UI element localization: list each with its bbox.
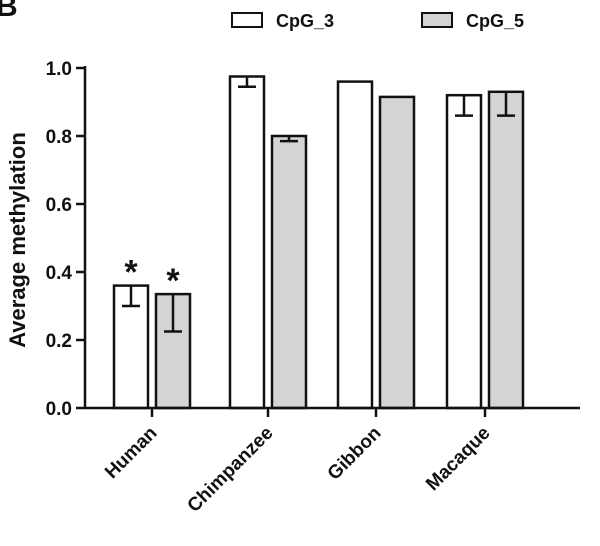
panel-label: B <box>0 0 18 23</box>
bar-cpg-5-chimpanzee <box>270 134 308 410</box>
y-axis-label: Average methylation <box>5 132 30 348</box>
significance-marker: * <box>166 262 180 300</box>
x-tick-label: Gibbon <box>324 423 386 485</box>
bar-cpg-3-gibbon <box>336 80 374 410</box>
bar-cpg-5-gibbon <box>378 95 416 410</box>
legend-label: CpG_3 <box>276 11 334 31</box>
bar-cpg-3-chimpanzee <box>228 75 266 410</box>
legend-swatch-cpg-3 <box>231 12 263 28</box>
legend-swatch-cpg-5 <box>421 12 453 28</box>
y-tick-label: 0.2 <box>46 331 72 352</box>
y-tick-label: 0.8 <box>46 127 72 148</box>
x-tick-label: Chimpanzee <box>184 423 278 517</box>
y-tick-label: 1.0 <box>46 59 72 80</box>
x-tick-label: Macaque <box>422 423 494 495</box>
significance-marker: * <box>124 254 138 292</box>
y-axis: 0.0 0.2 0.4 0.6 0.8 1.0 <box>46 59 87 420</box>
y-tick-label: 0.6 <box>46 195 72 216</box>
bar-cpg-3-macaque <box>445 93 483 410</box>
x-axis: Human Chimpanzee Gibbon Macaque <box>85 406 580 517</box>
x-tick-label: Human <box>101 423 161 483</box>
y-tick-label: 0.4 <box>46 263 73 284</box>
y-tick-label: 0.0 <box>46 399 72 420</box>
legend-label: CpG_5 <box>466 11 524 31</box>
legend: CpG_3 CpG_5 <box>231 11 524 31</box>
bar-cpg-5-macaque <box>487 90 525 410</box>
bars: * * <box>112 75 525 410</box>
